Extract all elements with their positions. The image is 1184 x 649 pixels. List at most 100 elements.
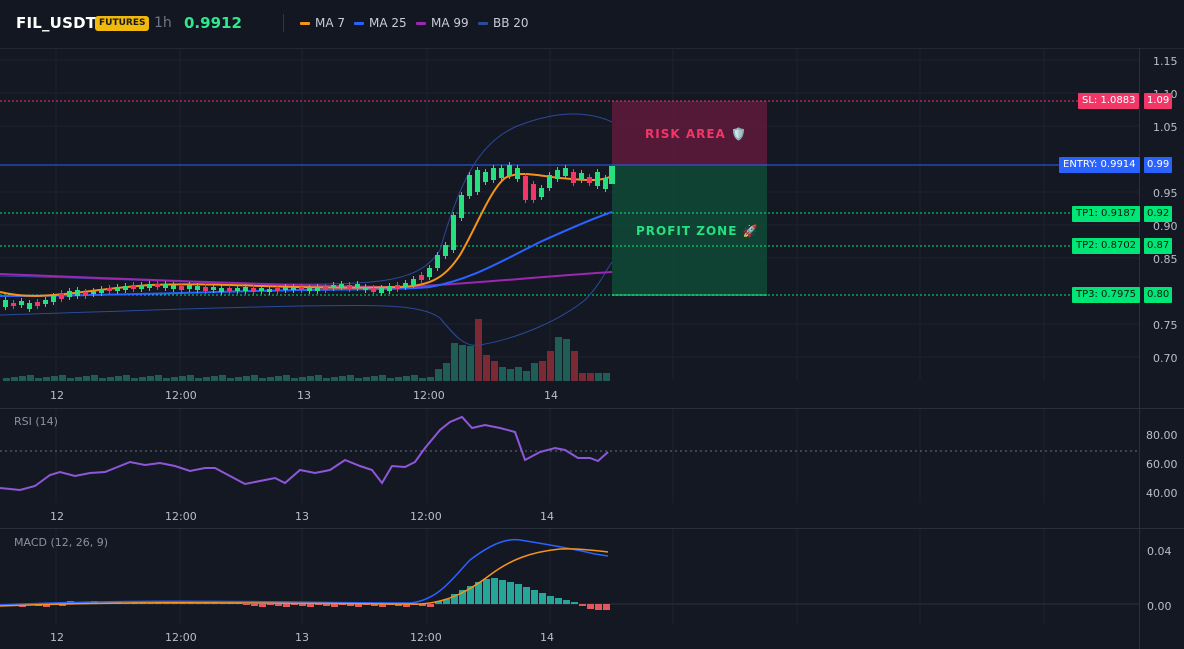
candle-body — [59, 293, 64, 299]
volume-bar — [83, 376, 90, 381]
macd-histogram-bar — [579, 604, 586, 606]
ma25-swatch — [354, 22, 364, 25]
time-tick: 13 — [295, 631, 309, 644]
volume-bar — [515, 367, 522, 381]
volume-bar — [579, 373, 586, 381]
candle-body — [283, 287, 288, 290]
candle-body — [419, 275, 424, 280]
volume-bar — [115, 376, 122, 381]
candle-body — [579, 173, 584, 180]
volume-bar — [227, 378, 234, 381]
volume-bar — [275, 376, 282, 381]
volume-bar — [427, 377, 434, 381]
candle-body — [235, 288, 240, 291]
volume-bar — [251, 375, 258, 381]
tp2-price-tag: 0.87 — [1144, 238, 1173, 254]
candle-body — [427, 268, 432, 277]
rsi-title[interactable]: RSI (14) — [14, 415, 58, 428]
volume-bar — [435, 369, 442, 381]
candle-body — [275, 288, 280, 291]
macd-histogram-bar — [259, 604, 266, 607]
bb-lower — [0, 261, 613, 346]
macd-histogram-bar — [523, 587, 530, 604]
volume-bar — [187, 375, 194, 381]
candle-body — [67, 291, 72, 297]
volume-bar — [291, 378, 298, 381]
time-tick: 12 — [50, 389, 64, 402]
volume-bar — [243, 376, 250, 381]
candle-body — [299, 287, 304, 290]
macd-histogram-bar — [467, 586, 474, 604]
candle-body — [539, 188, 544, 197]
tp2-tag[interactable]: TP2: 0.8702 — [1072, 238, 1141, 254]
candle-body — [363, 287, 368, 290]
time-tick: 12:00 — [410, 631, 442, 644]
candle-body — [555, 170, 560, 179]
volume-bar — [363, 377, 370, 381]
candle-body — [531, 184, 536, 200]
macd-histogram-bar — [507, 582, 514, 604]
macd-title[interactable]: MACD (12, 26, 9) — [14, 536, 109, 549]
legend-ma99[interactable]: MA 99 — [416, 16, 469, 30]
candle-body — [243, 287, 248, 291]
legend-ma25[interactable]: MA 25 — [354, 16, 407, 30]
candle-body — [387, 286, 392, 291]
volume-bar — [147, 376, 154, 381]
macd-histogram-bar — [283, 604, 290, 607]
volume-bar — [163, 378, 170, 381]
sl-tag[interactable]: SL: 1.0883 — [1078, 93, 1140, 109]
macd-histogram-bar — [403, 604, 410, 607]
macd-signal-line — [0, 548, 609, 607]
candle-body — [459, 195, 464, 218]
candle-body — [475, 170, 480, 192]
legend-ma7-label: MA 7 — [315, 16, 346, 30]
futures-badge: FUTURES — [95, 16, 150, 31]
volume-bar — [459, 345, 466, 381]
macd-histogram-bar — [331, 604, 338, 607]
rsi-plot — [0, 415, 609, 492]
volume-bar — [419, 378, 426, 381]
bb20-swatch — [478, 22, 488, 25]
symbol-name[interactable]: FIL_USDT — [16, 14, 97, 32]
legend-bb20[interactable]: BB 20 — [478, 16, 529, 30]
macd-histogram-bar — [355, 604, 362, 607]
volume-bar — [387, 378, 394, 381]
candle-body — [27, 303, 32, 309]
tp1-tag[interactable]: TP1: 0.9187 — [1072, 206, 1141, 222]
macd-tick: 0.04 — [1147, 545, 1172, 558]
volume-bar — [523, 371, 530, 381]
time-tick: 14 — [540, 510, 554, 523]
macd-histogram-bar — [291, 604, 298, 605]
legend-ma7[interactable]: MA 7 — [300, 16, 345, 30]
volume-bar — [3, 378, 10, 381]
macd-histogram-bar — [371, 604, 378, 606]
candle-body — [147, 284, 152, 288]
entry-price-tag: 0.99 — [1144, 157, 1173, 173]
price-tick: 0.90 — [1153, 220, 1178, 233]
volume-bar — [51, 376, 58, 381]
macd-histogram-bar — [379, 604, 386, 607]
volume-bar — [499, 367, 506, 381]
candle-body — [411, 279, 416, 285]
candle-body — [107, 288, 112, 291]
volume-bar — [107, 377, 114, 381]
candle-body — [435, 255, 440, 268]
volume-bar — [179, 376, 186, 381]
tp3-tag[interactable]: TP3: 0.7975 — [1072, 287, 1141, 303]
candle-body — [491, 168, 496, 180]
price-tick: 0.70 — [1153, 352, 1178, 365]
volume-bar — [171, 377, 178, 381]
timeframe-label[interactable]: 1h — [154, 15, 172, 31]
candle-body — [347, 285, 352, 289]
time-tick: 14 — [544, 389, 558, 402]
entry-tag[interactable]: ENTRY: 0.9914 — [1059, 157, 1140, 173]
macd-histogram-bar — [419, 604, 426, 606]
candlesticks[interactable] — [3, 162, 615, 312]
macd-histogram-bar — [499, 580, 506, 604]
volume-bar — [395, 377, 402, 381]
time-tick: 12:00 — [165, 389, 197, 402]
volume-bar — [331, 377, 338, 381]
candle-body — [83, 292, 88, 296]
volume-bar — [483, 355, 490, 381]
